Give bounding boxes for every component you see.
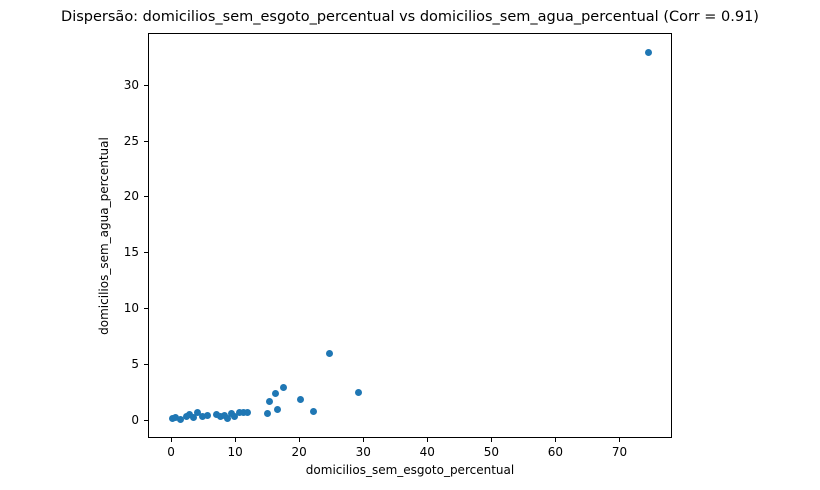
y-tick-mark (144, 84, 148, 86)
x-tick-mark (619, 438, 621, 442)
y-tick-label: 20 (123, 189, 139, 204)
x-tick-mark (491, 438, 493, 442)
scatter-point (354, 388, 362, 396)
scatter-point (265, 398, 273, 406)
y-tick-mark (144, 252, 148, 254)
y-tick-mark (144, 419, 148, 421)
scatter-point (194, 409, 202, 417)
x-tick-label: 10 (227, 445, 243, 459)
y-tick-label: 25 (123, 133, 139, 148)
scatter-point (186, 410, 194, 418)
x-tick-mark (299, 438, 301, 442)
x-tick-mark (427, 438, 429, 442)
x-tick-mark (555, 438, 557, 442)
scatter-point (645, 48, 653, 56)
x-axis-label: domicilios_sem_esgoto_percentual (305, 463, 515, 477)
y-tick-mark (144, 196, 148, 198)
x-tick-label: 50 (483, 445, 499, 459)
scatter-point (217, 412, 225, 420)
x-tick-mark (235, 438, 237, 442)
y-tick-mark (144, 140, 148, 142)
scatter-point (212, 410, 220, 418)
x-tick-label: 70 (611, 445, 628, 459)
scatter-point (203, 412, 211, 420)
scatter-point (243, 409, 251, 417)
scatter-point (176, 415, 184, 423)
scatter-point (296, 395, 304, 403)
scatter-point (190, 413, 198, 421)
y-axis-label: domicilios_sem_agua_percentual (97, 137, 111, 335)
x-tick-label: 40 (419, 445, 435, 459)
y-tick-mark (144, 363, 148, 365)
y-tick-label: 10 (123, 301, 139, 316)
y-tick-label: 15 (123, 245, 139, 260)
scatter-point (325, 350, 333, 358)
y-tick-label: 5 (131, 356, 139, 371)
scatter-point (230, 413, 238, 421)
scatter-point (171, 413, 179, 421)
x-tick-label: 60 (547, 445, 564, 459)
scatter-point (221, 411, 229, 419)
scatter-point (310, 408, 318, 416)
x-tick-label: 30 (355, 445, 371, 459)
scatter-point (182, 413, 190, 421)
x-tick-label: 0 (167, 445, 175, 459)
scatter-point (280, 383, 288, 391)
y-tick-label: 0 (131, 412, 139, 427)
y-tick-label: 30 (123, 77, 139, 92)
scatter-point (272, 390, 280, 398)
y-tick-mark (144, 308, 148, 310)
chart-title: Dispersão: domicilios_sem_esgoto_percent… (61, 9, 759, 25)
scatter-point (198, 413, 206, 421)
x-tick-mark (363, 438, 365, 442)
scatter-point (264, 409, 271, 417)
x-tick-label: 20 (291, 445, 307, 459)
scatter-point (273, 406, 281, 414)
plot-area (148, 33, 672, 438)
scatter-point (223, 415, 231, 423)
scatter-point (235, 408, 243, 416)
x-tick-mark (171, 438, 173, 442)
